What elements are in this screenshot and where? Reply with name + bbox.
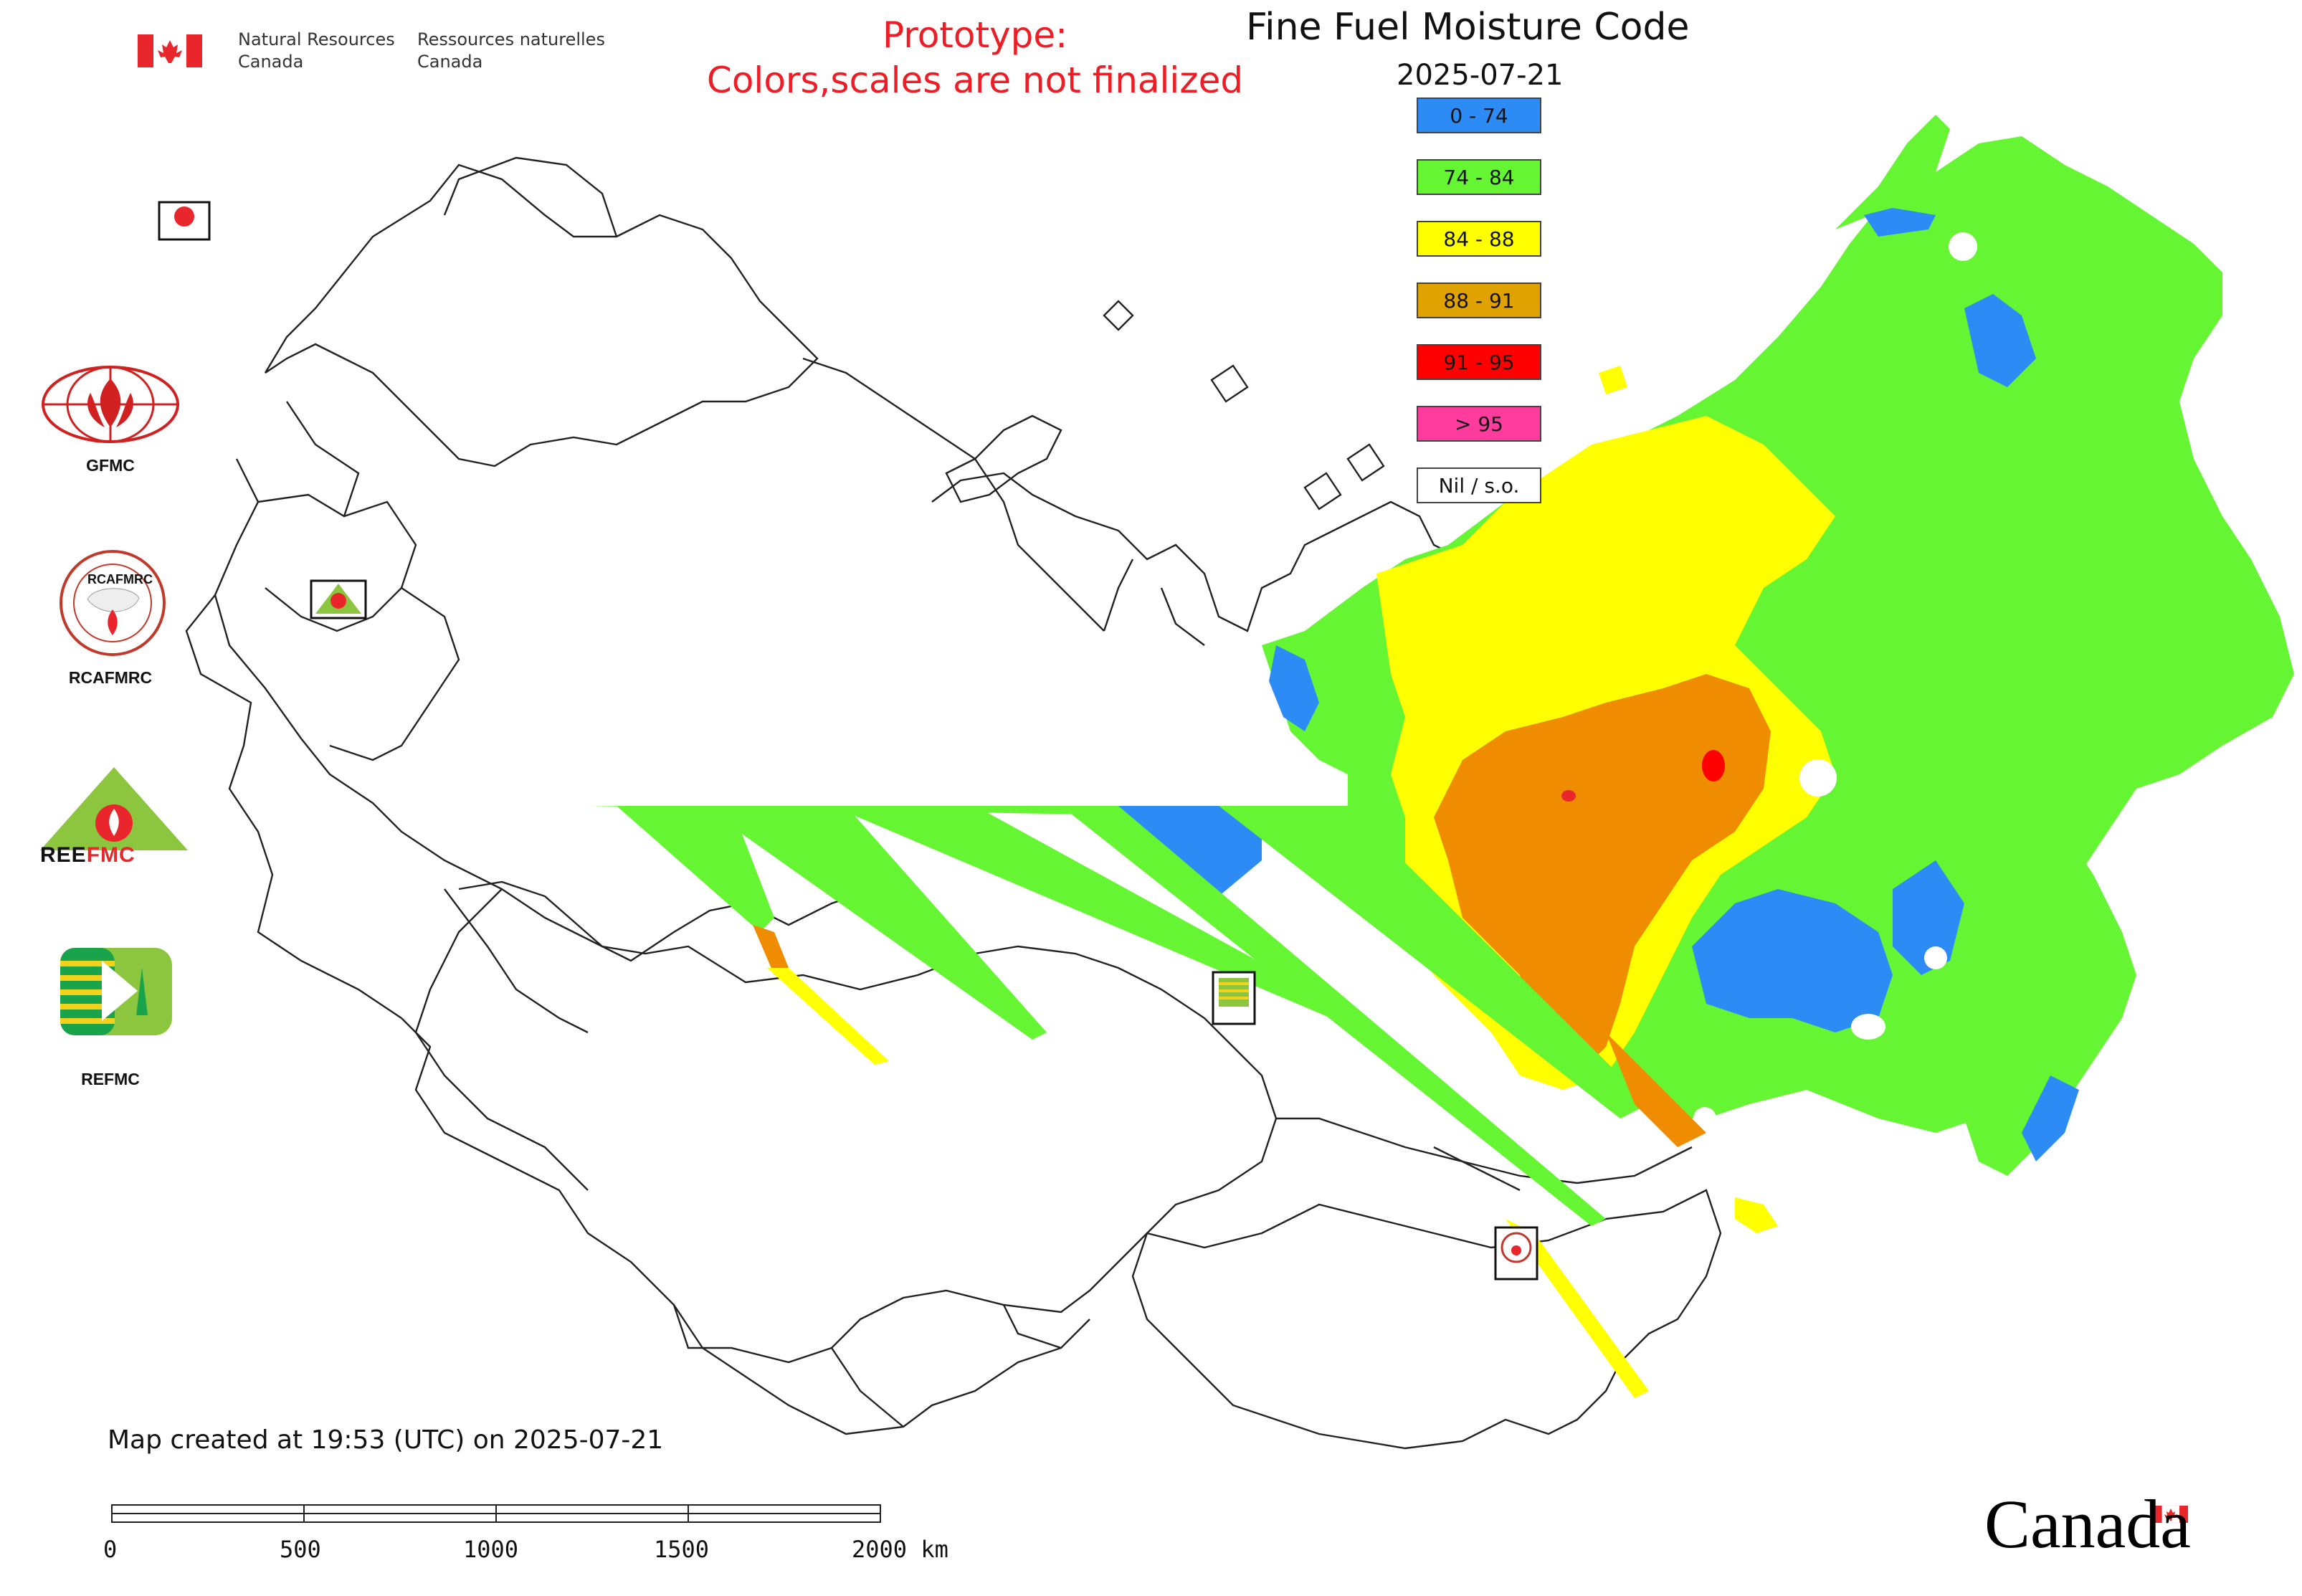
legend-label: 88 - 91 bbox=[1443, 288, 1515, 313]
wordmark-flag bbox=[2154, 1505, 2188, 1524]
scale-bar bbox=[111, 1504, 881, 1523]
streak-band bbox=[588, 806, 1706, 1398]
agency-en-line2: Canada bbox=[238, 52, 304, 72]
canada-flag bbox=[138, 34, 202, 67]
legend-label: 91 - 95 bbox=[1443, 350, 1515, 374]
legend-item-0-74: 0 - 74 bbox=[1417, 98, 1541, 133]
prototype-line1: Prototype: bbox=[882, 14, 1068, 56]
scale-tick-1000: 1000 bbox=[463, 1536, 519, 1563]
canada-wordmark: Canada bbox=[1984, 1486, 2191, 1562]
agency-en-line1: Natural Resources bbox=[238, 29, 395, 49]
prototype-notice: Prototype: Colors,scales are not finaliz… bbox=[645, 13, 1305, 103]
map-title: Fine Fuel Moisture Code bbox=[1246, 6, 1690, 49]
legend-item-88-91: 88 - 91 bbox=[1417, 282, 1541, 318]
scale-tick-1500: 1500 bbox=[654, 1536, 710, 1563]
legend-item-74-84: 74 - 84 bbox=[1417, 159, 1541, 195]
agency-fr-line2: Canada bbox=[417, 52, 483, 72]
prototype-line2: Colors,scales are not finalized bbox=[706, 59, 1244, 101]
legend-item-91-95: 91 - 95 bbox=[1417, 344, 1541, 380]
agency-name-fr: Ressources naturelles Canada bbox=[417, 29, 605, 73]
legend-label: Nil / s.o. bbox=[1438, 473, 1520, 498]
rcafmrc-label: RCAFMRC bbox=[68, 668, 153, 687]
scale-tick-0: 0 bbox=[103, 1536, 118, 1563]
legend-item-nil: Nil / s.o. bbox=[1417, 467, 1541, 503]
ffmc-raster bbox=[588, 115, 2294, 1398]
legend-item-84-88: 84 - 88 bbox=[1417, 221, 1541, 257]
map-date: 2025-07-21 bbox=[1397, 59, 1564, 92]
gfmc-label: GFMC bbox=[86, 456, 135, 475]
legend-label: > 95 bbox=[1455, 412, 1503, 436]
agency-name-en: Natural Resources Canada bbox=[238, 29, 395, 73]
rcafmrc-emblem bbox=[60, 550, 166, 656]
refmc-label: REFMC bbox=[81, 1070, 140, 1088]
reefmc-wordmark: REEFMC bbox=[40, 843, 135, 867]
agency-fr-line1: Ressources naturelles bbox=[417, 29, 605, 49]
rcafmrc-emblem-text: RCAFMRC bbox=[87, 572, 153, 586]
country-outlines bbox=[185, 156, 1722, 1450]
legend-label: 0 - 74 bbox=[1450, 103, 1508, 128]
legend-label: 84 - 88 bbox=[1443, 227, 1515, 251]
legend-label: 74 - 84 bbox=[1443, 165, 1515, 189]
reefmc-emblem bbox=[40, 767, 188, 850]
refmc-emblem bbox=[60, 948, 172, 1035]
legend-item-gt-95: > 95 bbox=[1417, 406, 1541, 442]
map-created-timestamp: Map created at 19:53 (UTC) on 2025-07-21 bbox=[108, 1425, 664, 1455]
scale-end-label: 2000 km bbox=[852, 1536, 948, 1563]
scale-tick-500: 500 bbox=[280, 1536, 321, 1563]
gfmc-emblem bbox=[42, 366, 179, 443]
